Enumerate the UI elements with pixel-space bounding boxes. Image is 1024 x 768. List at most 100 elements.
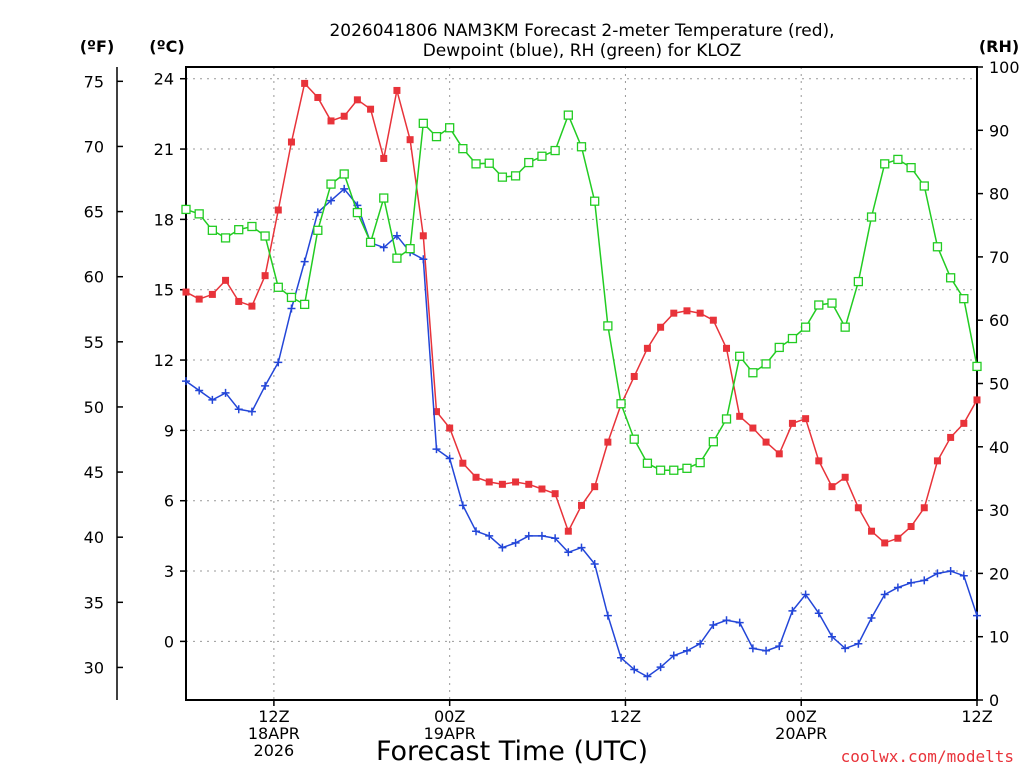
x-tick-label: 20APR: [775, 724, 827, 743]
temperature-point: [854, 504, 862, 512]
rh-point: [840, 322, 850, 332]
temperature-point: [841, 473, 849, 481]
temperature-point: [907, 523, 915, 531]
fahrenheit-unit-label: (ºF): [80, 37, 115, 56]
dewpoint-point: [313, 208, 322, 217]
rh-point: [379, 193, 389, 203]
fahrenheit-tick-label: 30: [84, 658, 104, 677]
rh-point: [220, 233, 231, 243]
dewpoint-point: [274, 358, 283, 367]
rh-point: [735, 351, 745, 361]
temperature-point: [920, 504, 928, 512]
fahrenheit-tick-label: 45: [84, 463, 104, 482]
dewpoint-point: [419, 255, 428, 264]
rh-point: [550, 145, 560, 156]
rh-tick-label: 60: [989, 311, 1009, 330]
rh-point: [800, 322, 811, 332]
rh-point: [576, 142, 587, 152]
rh-unit-label: (RH): [979, 37, 1019, 56]
temperature-point: [498, 480, 506, 488]
dewpoint-point: [392, 231, 401, 240]
rh-point: [234, 225, 244, 235]
temperature-point: [485, 478, 493, 486]
dewpoint-point: [656, 663, 665, 672]
rh-tick-label: 70: [989, 248, 1009, 267]
dewpoint-point: [748, 644, 757, 653]
temperature-point: [208, 290, 216, 298]
rh-point: [919, 181, 929, 191]
temperature-point: [248, 302, 256, 310]
fahrenheit-tick-label: 40: [84, 528, 104, 547]
temperature-point: [775, 450, 783, 458]
plot-frame: [185, 66, 978, 701]
temperature-point: [327, 117, 335, 125]
rh-point: [642, 458, 653, 468]
dewpoint-point: [603, 611, 612, 620]
dewpoint-point: [472, 527, 481, 536]
celsius-tick-label: 24: [154, 70, 174, 89]
temperature-point: [446, 424, 454, 432]
x-tick-label: 00Z: [786, 707, 817, 726]
fahrenheit-tick-label: 70: [84, 137, 104, 156]
dewpoint-point: [379, 243, 388, 252]
rh-point: [616, 399, 626, 409]
dewpoint-point: [973, 611, 981, 620]
rh-point: [682, 463, 692, 473]
temperature-point: [564, 527, 572, 535]
temperature-point: [604, 438, 612, 446]
temperature-point: [960, 419, 968, 427]
rh-tick-label: 90: [989, 121, 1009, 140]
chart-title-line2: Dewpoint (blue), RH (green) for KLOZ: [423, 41, 742, 61]
temperature-point: [736, 412, 744, 420]
temperature-point: [538, 485, 546, 493]
rh-point: [827, 298, 837, 308]
temperature-point: [868, 527, 876, 535]
dewpoint-point: [445, 454, 454, 463]
rh-point: [339, 169, 349, 179]
rh-point: [906, 162, 916, 173]
rh-point: [471, 159, 481, 169]
dewpoint-point: [485, 531, 494, 540]
rh-point: [524, 157, 534, 168]
celsius-tick-label: 0: [164, 632, 174, 651]
celsius-unit-label: (ºC): [149, 37, 184, 56]
fahrenheit-tick-label: 65: [84, 203, 104, 222]
rh-point: [286, 292, 297, 303]
rh-point: [787, 333, 798, 344]
x-tick-label: 19APR: [424, 724, 476, 743]
dewpoint-point: [959, 571, 968, 580]
x-tick-label: 12Z: [961, 707, 992, 726]
temperature-point: [578, 501, 585, 509]
dewpoint-point: [669, 651, 678, 660]
temperature-point: [881, 539, 889, 547]
dewpoint-point: [300, 257, 309, 266]
rh-point: [708, 437, 718, 447]
temperature-point: [195, 295, 203, 303]
temperature-point: [222, 276, 230, 284]
celsius-tick-label: 6: [164, 492, 174, 511]
rh-point: [945, 273, 956, 283]
rh-point: [590, 196, 600, 206]
rh-point: [365, 237, 376, 247]
temperature-point: [683, 307, 691, 315]
dewpoint-point: [247, 407, 256, 416]
rh-point: [484, 158, 494, 168]
temperature-point: [301, 79, 309, 87]
dewpoint-point: [788, 606, 797, 615]
rh-point: [352, 207, 363, 218]
dewpoint-point: [458, 501, 467, 510]
x-axis-title: Forecast Time (UTC): [376, 736, 648, 767]
fahrenheit-tick-label: 75: [84, 72, 104, 91]
rh-point: [959, 294, 969, 304]
celsius-tick-label: 12: [154, 351, 174, 370]
celsius-tick-label: 21: [154, 140, 174, 159]
rh-point: [431, 131, 442, 142]
temperature-point: [933, 457, 941, 465]
rh-point: [247, 221, 257, 232]
rh-point: [445, 123, 455, 133]
series: [181, 79, 982, 681]
dewpoint-point: [722, 616, 731, 625]
chart-title-line1: 2026041806 NAM3KM Forecast 2-meter Tempe…: [329, 21, 834, 41]
fahrenheit-tick-label: 35: [84, 593, 104, 612]
temperature-point: [802, 415, 810, 423]
